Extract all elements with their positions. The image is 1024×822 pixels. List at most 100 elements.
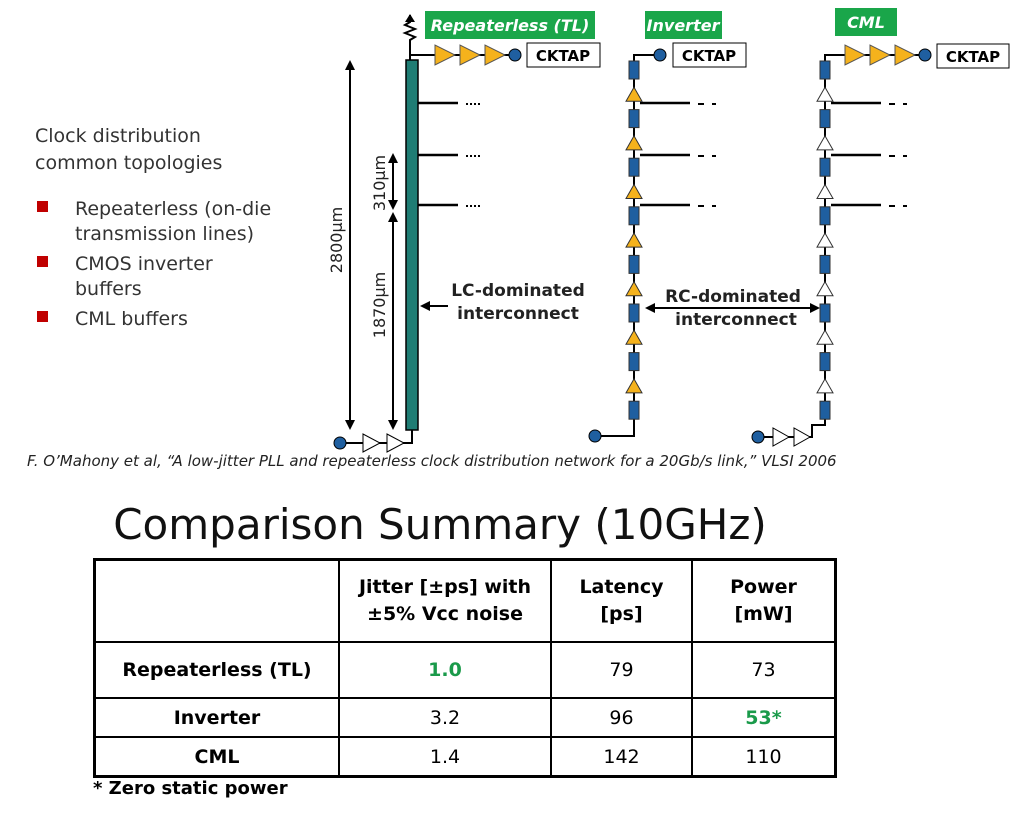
cell: 1.4 [338, 736, 552, 778]
resistor-top [405, 14, 415, 22]
heading-line: common topologies [35, 152, 222, 174]
dim-arrows [349, 66, 394, 424]
arrow-heads [345, 60, 430, 430]
buffer [625, 280, 643, 297]
tap-dashes [698, 103, 716, 207]
taps [831, 101, 881, 207]
buffers [772, 427, 812, 447]
header-cell: Latency [ps] [550, 558, 693, 643]
buffer [816, 134, 834, 151]
header-row: Jitter [±ps] with ±5% Vcc noise Latency [p… [93, 558, 837, 643]
dimension: 310µm [370, 155, 389, 211]
wire-segment [628, 157, 640, 177]
wire-segment [628, 400, 640, 420]
bullet [37, 311, 48, 322]
bullet-text: CMOS inverter [75, 253, 213, 275]
tap-node [918, 48, 932, 62]
transmission-line [405, 59, 419, 431]
buffer [625, 232, 643, 248]
source-node [751, 430, 765, 444]
arrow-head [645, 303, 655, 313]
buffer [816, 183, 834, 199]
wire-segment [628, 254, 640, 274]
wire-segment [628, 109, 640, 129]
buffers [434, 44, 507, 66]
cell: 73 [691, 641, 837, 699]
rc-note: interconnect [675, 310, 797, 330]
buffer [816, 329, 834, 345]
topology-label: Repeaterless (TL) [431, 16, 590, 35]
cell: 1.0 [338, 641, 552, 699]
header-cell: Jitter [±ps] with ±5% Vcc noise [338, 558, 552, 643]
bullet [37, 201, 48, 212]
wire [346, 430, 413, 444]
cell: Repeaterless (TL) [93, 641, 340, 699]
label-box [425, 11, 595, 39]
row: CML 1.4 142 110 [93, 736, 837, 778]
wire-segment [628, 352, 640, 372]
row: Repeaterless (TL) 1.0 79 73 [93, 641, 837, 699]
cell: Inverter [93, 697, 340, 738]
source-node [588, 429, 602, 443]
wire-segment [819, 303, 831, 323]
wire-segment [819, 254, 831, 274]
topology-label: Inverter [647, 16, 721, 35]
table-title: Comparison Summary (10GHz) [113, 500, 767, 549]
header-text: ±5% Vcc noise [367, 603, 523, 625]
buffers [362, 433, 406, 453]
bullet-text: transmission lines) [75, 223, 254, 245]
header-text: Power [730, 576, 797, 598]
buffer [625, 134, 643, 151]
cell: 96 [550, 697, 693, 738]
cktap: CKTAP [682, 47, 736, 65]
cktap-box [936, 43, 1010, 69]
wire-segment [819, 157, 831, 177]
bullet-text: buffers [75, 278, 142, 300]
label-box [645, 11, 722, 39]
buffer [625, 183, 643, 199]
taps [418, 101, 458, 207]
buffers [844, 44, 917, 66]
resistor [402, 15, 418, 60]
cell: CML [93, 736, 340, 778]
cell: 3.2 [338, 697, 552, 738]
buffer [816, 232, 834, 248]
arrow-head [810, 303, 820, 313]
wire [764, 54, 925, 438]
tap-node [508, 48, 522, 62]
header-text: Latency [579, 576, 664, 598]
diagram: Clock distribution common topologies Rep… [35, 8, 1010, 453]
footnote: * Zero static power [93, 778, 288, 799]
source-node [333, 436, 347, 450]
header-text: Jitter [±ps] with [358, 576, 532, 598]
taps [640, 101, 690, 207]
buffer [625, 329, 643, 345]
buffer [816, 377, 834, 394]
lc-note: interconnect [457, 304, 579, 324]
comparison-table: Jitter [±ps] with ±5% Vcc noise Latency [p… [93, 558, 837, 778]
cell: 53* [691, 697, 837, 738]
cktap: CKTAP [946, 48, 1000, 66]
tap-dashes [889, 103, 907, 207]
tap-node [653, 48, 667, 62]
header-cell: Power [mW] [691, 558, 837, 643]
buffer [816, 280, 834, 297]
cell: 110 [691, 736, 837, 778]
dimension: 2800µm [327, 207, 346, 273]
wire-segment [819, 400, 831, 420]
wire-segment [628, 206, 640, 226]
cell: 142 [550, 736, 693, 778]
wire-segment [819, 352, 831, 372]
dimension: 1870µm [370, 272, 389, 338]
wire-segment [819, 60, 831, 80]
row: Inverter 3.2 96 53* [93, 697, 837, 738]
header-text: [ps] [600, 603, 643, 625]
citation: F. O’Mahony et al, “A low-jitter PLL and… [27, 452, 837, 470]
wire-segment [819, 206, 831, 226]
buffer [625, 86, 643, 102]
buffer [816, 86, 834, 102]
topology-label: CML [847, 13, 885, 32]
header-cell [93, 558, 340, 643]
cktap-box [526, 42, 601, 68]
